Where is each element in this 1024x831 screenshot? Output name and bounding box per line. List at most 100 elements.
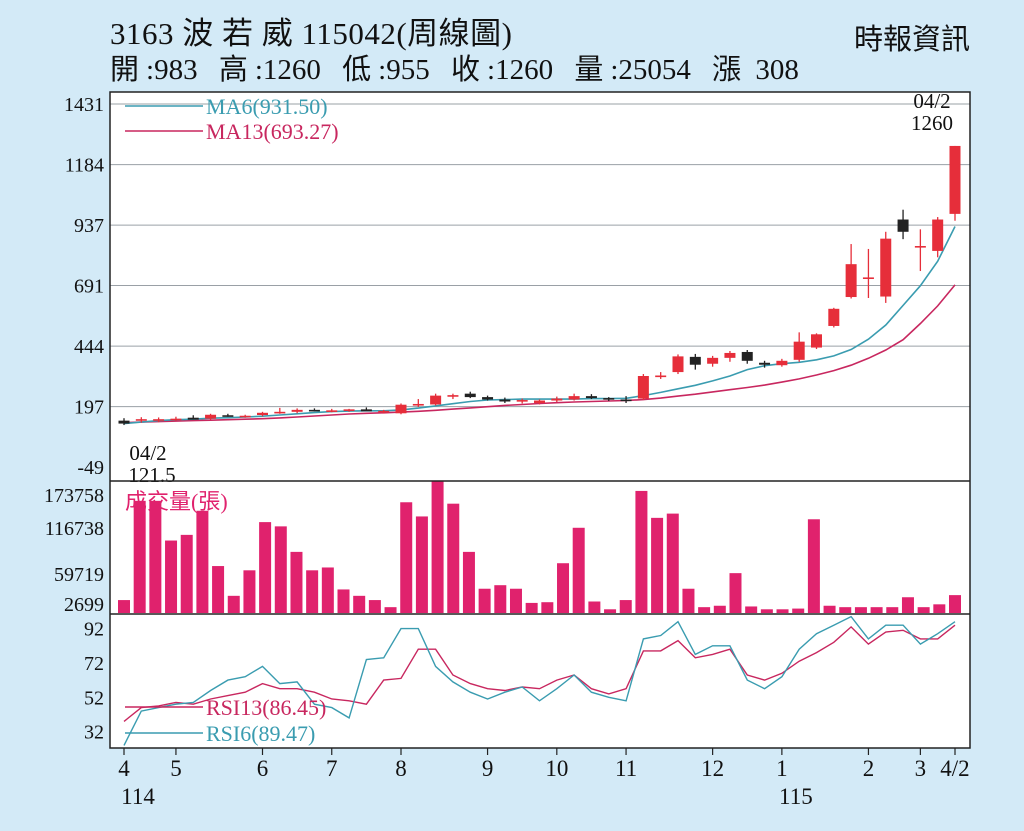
source-label: 時報資訊 bbox=[853, 22, 970, 56]
candle-up bbox=[291, 409, 303, 412]
price-tick-label: 1431 bbox=[64, 94, 104, 116]
candle-down bbox=[464, 393, 476, 398]
candle-up bbox=[412, 403, 424, 406]
candle-down bbox=[741, 351, 753, 361]
ma13-legend-label: MA13(693.27) bbox=[206, 119, 339, 144]
volume-bar bbox=[290, 551, 303, 613]
x-tick-label: 7 bbox=[326, 756, 338, 781]
stat-close: 收:1260 bbox=[450, 54, 554, 86]
volume-bar bbox=[619, 600, 632, 613]
high-value-annotation: 1260 bbox=[911, 111, 953, 135]
x-tick-label: 5 bbox=[170, 756, 182, 781]
rsi13-legend-label: RSI13(86.45) bbox=[206, 695, 326, 720]
price-tick-label: 691 bbox=[74, 276, 104, 298]
candle-up bbox=[845, 264, 857, 298]
candle-up bbox=[914, 246, 926, 248]
volume-bar bbox=[321, 567, 334, 613]
candle-up bbox=[239, 415, 251, 418]
candle-up bbox=[135, 419, 147, 421]
chart-frame bbox=[109, 91, 971, 749]
rsi13-line bbox=[123, 624, 956, 722]
x-tick-year-label: 114 bbox=[121, 784, 155, 809]
volume-bar bbox=[933, 604, 946, 613]
volume-bar bbox=[823, 605, 836, 613]
price-tick-label: 197 bbox=[74, 397, 104, 419]
volume-bar bbox=[557, 563, 570, 613]
price-panel bbox=[110, 92, 970, 481]
x-tick-label: 2 bbox=[863, 756, 875, 781]
volume-bar bbox=[368, 600, 381, 613]
volume-bar bbox=[196, 510, 209, 613]
rsi-panel bbox=[110, 614, 970, 748]
volume-bar bbox=[212, 566, 225, 613]
stat-low: 低:955 bbox=[342, 54, 430, 86]
volume-bar bbox=[337, 589, 350, 613]
x-tick-label: 10 bbox=[545, 756, 568, 781]
x-tick-label: 9 bbox=[482, 756, 494, 781]
candle-up bbox=[378, 410, 390, 413]
candle-up bbox=[637, 376, 649, 399]
volume-tick-label: 173758 bbox=[44, 485, 104, 507]
rsi-tick-label: 32 bbox=[84, 722, 104, 744]
volume-bar bbox=[149, 500, 162, 613]
candle-up bbox=[430, 395, 442, 405]
x-tick-label: 11 bbox=[615, 756, 637, 781]
low-value-annotation: 121.5 bbox=[128, 463, 175, 487]
x-tick-label: 12 bbox=[701, 756, 724, 781]
x-tick-year-label: 115 bbox=[779, 784, 813, 809]
volume-bar bbox=[478, 588, 491, 613]
volume-bar bbox=[854, 607, 867, 613]
candle-down bbox=[308, 409, 320, 412]
volume-bar bbox=[870, 607, 883, 613]
volume-bar bbox=[384, 607, 397, 613]
volume-bar bbox=[807, 519, 820, 613]
volume-bar bbox=[792, 608, 805, 613]
candle-up bbox=[343, 409, 355, 411]
candle-down bbox=[222, 415, 234, 417]
volume-bar bbox=[745, 606, 758, 613]
price-tick-label: 1184 bbox=[65, 155, 104, 177]
candle-down bbox=[187, 417, 199, 420]
volume-bar bbox=[604, 609, 617, 613]
volume-bar bbox=[572, 527, 585, 613]
rsi-tick-label: 52 bbox=[84, 687, 104, 709]
price-tick-label: 937 bbox=[74, 215, 104, 237]
rsi6-legend-label: RSI6(89.47) bbox=[206, 721, 315, 746]
volume-bar bbox=[776, 609, 789, 613]
candle-up bbox=[932, 219, 944, 251]
volume-bar bbox=[447, 503, 460, 613]
volume-bar bbox=[259, 522, 272, 613]
x-tick-label: 1 bbox=[776, 756, 788, 781]
candle-up bbox=[395, 404, 407, 414]
volume-tick-label: 59719 bbox=[54, 564, 104, 586]
candle-up bbox=[776, 360, 788, 366]
candle-up bbox=[516, 400, 528, 402]
stat-open: 開:983 bbox=[110, 54, 198, 86]
rsi-tick-label: 72 bbox=[84, 653, 104, 675]
candle-up bbox=[724, 352, 736, 358]
candle-down bbox=[603, 398, 615, 400]
volume-tick-label: 116738 bbox=[45, 518, 104, 540]
candle-up bbox=[326, 410, 338, 412]
rsi6-line bbox=[123, 615, 956, 746]
volume-bar bbox=[651, 517, 664, 613]
chart-title: 3163 波 若 威 115042(周線圖) bbox=[110, 16, 513, 51]
volume-bar bbox=[227, 595, 240, 613]
volume-bar bbox=[713, 605, 726, 613]
candle-down bbox=[360, 409, 372, 412]
volume-bar bbox=[133, 500, 146, 613]
volume-bar bbox=[462, 551, 475, 613]
candle-up bbox=[205, 414, 217, 419]
candle-up bbox=[568, 396, 580, 400]
candle-down bbox=[585, 396, 597, 399]
stat-change: 漲 308 bbox=[712, 54, 799, 86]
volume-bar bbox=[541, 602, 554, 613]
candle-down bbox=[759, 362, 771, 365]
candle-up bbox=[949, 145, 961, 214]
x-tick-label: 4/2 bbox=[940, 756, 969, 781]
volume-bar bbox=[839, 607, 852, 613]
volume-bar bbox=[917, 607, 930, 613]
candle-up bbox=[707, 357, 719, 364]
candle-up bbox=[880, 238, 892, 297]
volume-bar bbox=[243, 570, 256, 613]
